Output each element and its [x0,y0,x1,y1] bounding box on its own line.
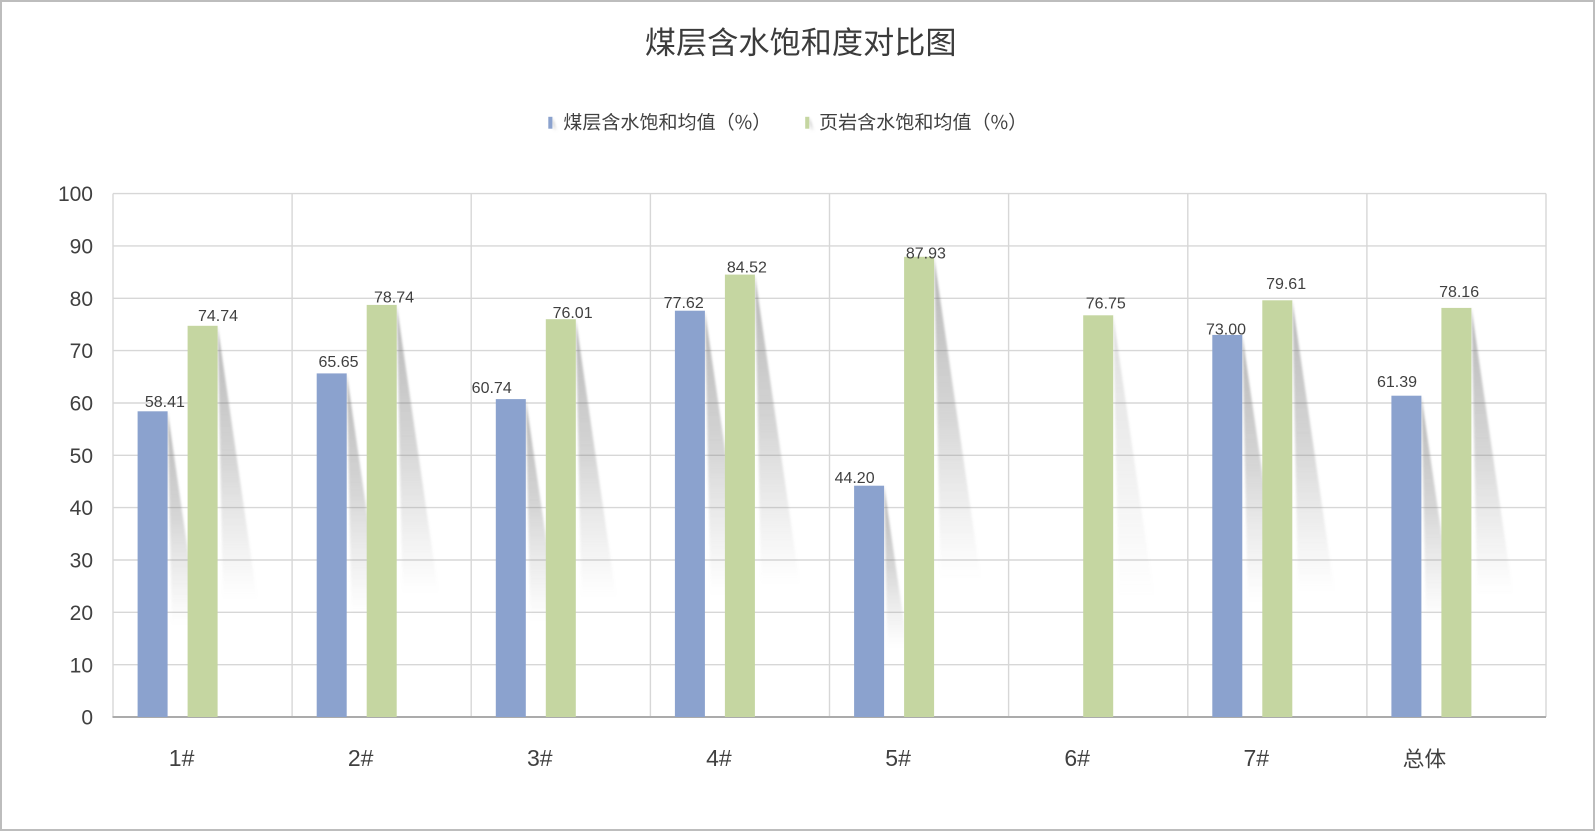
svg-text:100: 100 [58,183,93,206]
svg-text:78.16: 78.16 [1439,284,1479,301]
svg-text:65.65: 65.65 [318,354,358,371]
svg-text:90: 90 [70,236,93,259]
svg-text:73.00: 73.00 [1206,322,1246,339]
svg-text:44.20: 44.20 [835,470,875,487]
svg-text:76.01: 76.01 [553,305,593,322]
svg-text:70: 70 [70,340,93,363]
svg-text:58.41: 58.41 [145,394,185,411]
svg-text:2#: 2# [348,745,374,771]
svg-text:50: 50 [70,445,93,468]
svg-text:60: 60 [70,393,93,416]
svg-text:5#: 5# [885,745,911,771]
svg-text:1#: 1# [169,745,195,771]
svg-text:3#: 3# [527,745,553,771]
svg-text:6#: 6# [1064,745,1090,771]
svg-text:61.39: 61.39 [1377,374,1417,391]
svg-text:79.61: 79.61 [1266,276,1306,293]
svg-text:60.74: 60.74 [472,380,512,397]
svg-text:78.74: 78.74 [374,290,414,307]
svg-text:74.74: 74.74 [198,308,238,325]
svg-text:30: 30 [70,550,93,573]
svg-text:10: 10 [70,654,93,677]
svg-text:40: 40 [70,497,93,520]
svg-text:77.62: 77.62 [664,295,704,312]
svg-text:4#: 4# [706,745,732,771]
svg-text:84.52: 84.52 [727,260,767,277]
svg-text:0: 0 [81,707,93,730]
svg-text:7#: 7# [1244,745,1270,771]
svg-text:76.75: 76.75 [1086,296,1126,313]
svg-text:80: 80 [70,288,93,311]
svg-text:20: 20 [70,602,93,625]
svg-text:87.93: 87.93 [906,245,946,262]
